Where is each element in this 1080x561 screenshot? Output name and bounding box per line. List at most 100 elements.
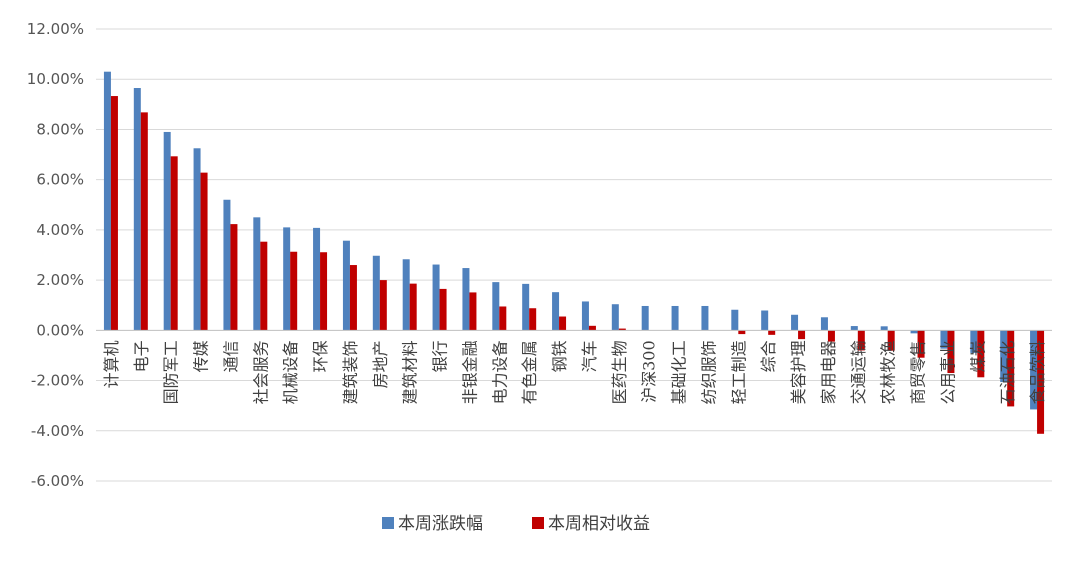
bar-series-2-21 [738, 330, 746, 335]
bar-series-2-4 [230, 224, 238, 331]
bar-series-2-25 [857, 330, 865, 351]
category-label: 电力设备 [490, 340, 509, 404]
category-label: 国防军工 [162, 340, 181, 404]
category-label: 建筑装饰 [341, 340, 360, 404]
category-label: 环保 [311, 340, 330, 372]
category-label: 医药生物 [610, 340, 629, 404]
bar-series-2-0 [110, 96, 118, 331]
category-label: 机械设备 [281, 340, 300, 404]
legend: 本周涨跌幅 本周相对收益 [382, 514, 650, 534]
bar-series-2-26 [887, 330, 895, 351]
bar-series-1-27 [910, 330, 918, 334]
bar-series-2-14 [529, 308, 537, 331]
y-axis-ticks: 12.00% 10.00% 8.00% 6.00% 4.00% 2.00% 0.00% -2.… [27, 20, 84, 490]
bar-series-2-27 [917, 330, 925, 358]
bar-series-2-17 [618, 328, 626, 331]
category-label: 钢铁 [550, 340, 569, 372]
category-label: 建筑材料 [401, 340, 420, 404]
y-tick-label: -4.00% [31, 422, 84, 440]
y-tick-label: 6.00% [36, 171, 84, 189]
bar-series-2-8 [349, 265, 357, 331]
bar-series-1-18 [641, 305, 649, 331]
category-label: 社会服务 [251, 340, 270, 404]
bar-series-1-23 [791, 314, 799, 331]
bar-series-1-1 [133, 88, 141, 331]
category-label: 通信 [221, 340, 240, 372]
y-tick-label: 2.00% [36, 271, 84, 289]
bar-series-1-0 [103, 71, 111, 331]
bar-series-1-11 [432, 264, 440, 331]
bar-series-1-2 [163, 131, 171, 331]
category-label: 公用事业 [938, 340, 957, 404]
category-label: 基础化工 [670, 340, 689, 404]
category-label: 非银金融 [460, 340, 479, 404]
bar-series-1-13 [492, 282, 500, 331]
category-label: 计算机 [102, 340, 121, 388]
category-label: 纺织服饰 [699, 340, 718, 404]
category-label: 传媒 [192, 340, 211, 372]
y-tick-label: 0.00% [36, 321, 84, 339]
category-label: 电子 [132, 340, 151, 372]
bar-series-2-23 [798, 330, 806, 340]
bar-series-1-9 [372, 255, 380, 331]
bar-series-2-29 [977, 330, 985, 378]
bar-series-2-3 [200, 172, 208, 331]
bar-series-1-15 [552, 292, 560, 331]
category-label: 沪深300 [640, 340, 659, 403]
bars [103, 71, 1045, 434]
y-tick-label: -6.00% [31, 472, 84, 490]
bar-series-2-11 [439, 288, 447, 331]
bar-series-2-28 [947, 330, 955, 374]
category-label: 美容护理 [789, 340, 808, 404]
bar-series-1-30 [1000, 330, 1008, 383]
category-label: 商贸零售 [909, 340, 928, 404]
bar-series-1-14 [522, 283, 530, 331]
bar-series-2-12 [469, 292, 477, 331]
bar-series-1-4 [223, 199, 231, 331]
bar-series-1-3 [193, 148, 201, 331]
bar-series-1-22 [761, 310, 769, 331]
bar-series-2-5 [260, 241, 268, 331]
category-label: 房地产 [371, 340, 390, 388]
legend-label-series-1: 本周涨跌幅 [398, 514, 483, 534]
bar-series-1-28 [940, 330, 948, 349]
category-label: 食品饮料 [1028, 340, 1047, 404]
bar-series-1-6 [283, 227, 291, 331]
bar-series-1-21 [731, 309, 739, 331]
bar-series-1-20 [701, 305, 709, 331]
bar-series-1-31 [1030, 330, 1038, 410]
legend-swatch-series-2 [532, 517, 544, 529]
bar-series-2-31 [1037, 330, 1045, 434]
bar-series-2-7 [320, 252, 328, 331]
y-tick-label: -2.00% [31, 372, 84, 390]
bar-series-1-5 [253, 217, 261, 331]
category-label: 石油石化 [998, 340, 1017, 404]
y-tick-label: 10.00% [27, 70, 84, 88]
category-label: 综合 [759, 340, 778, 372]
bar-series-1-19 [671, 305, 679, 331]
bar-series-1-17 [611, 304, 619, 331]
category-label: 轻工制造 [729, 340, 748, 404]
category-label: 煤炭 [968, 340, 987, 372]
bar-series-1-10 [402, 259, 410, 331]
bar-series-1-7 [313, 227, 321, 331]
legend-swatch-series-1 [382, 517, 394, 529]
bar-series-2-13 [499, 306, 507, 331]
y-tick-label: 12.00% [27, 20, 84, 38]
bar-series-2-2 [170, 156, 178, 331]
legend-label-series-2: 本周相对收益 [548, 514, 650, 534]
category-label: 家用电器 [819, 340, 838, 404]
bar-series-1-26 [880, 326, 888, 331]
gridlines [96, 28, 1052, 482]
bar-series-2-22 [768, 330, 776, 335]
category-label: 交通运输 [849, 340, 868, 404]
bar-series-2-1 [140, 112, 148, 331]
bar-series-1-16 [581, 301, 589, 331]
bar-series-2-15 [559, 316, 567, 331]
bar-series-1-8 [342, 240, 350, 331]
bar-series-2-24 [827, 330, 835, 342]
category-labels: 计算机 电子 国防军工 传媒 通信 社会服务 机械设备 环保 建筑装饰 房地产 建筑材料 银行 非银金融… [102, 340, 1047, 404]
bar-series-1-29 [970, 330, 978, 353]
bar-series-2-30 [1007, 330, 1015, 407]
category-label: 有色金属 [520, 340, 539, 404]
